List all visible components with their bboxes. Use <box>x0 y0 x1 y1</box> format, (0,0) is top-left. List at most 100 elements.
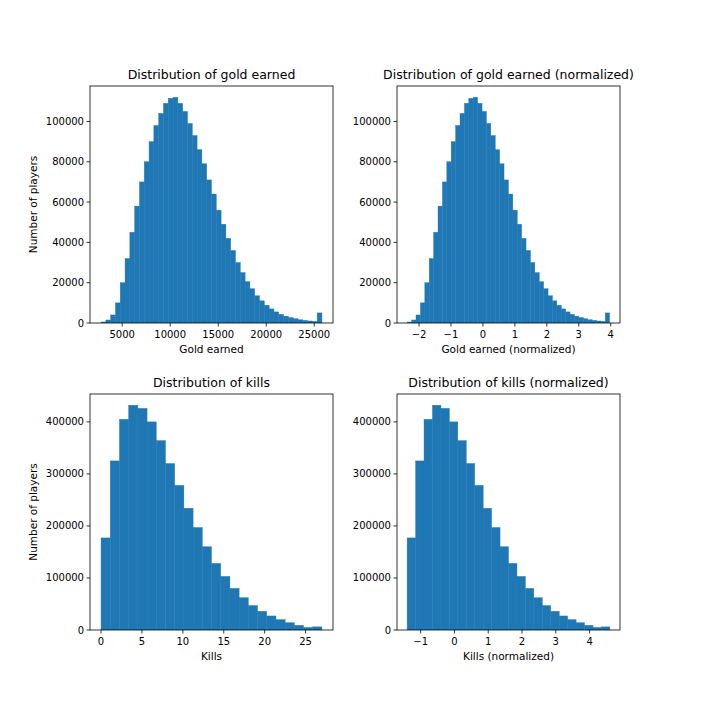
histogram-bar <box>264 305 269 323</box>
histogram-bar <box>517 576 525 630</box>
y-tick-label: 60000 <box>359 197 391 208</box>
histogram-bar <box>542 606 550 630</box>
y-tick <box>87 473 91 474</box>
histogram-bar <box>469 98 473 323</box>
histogram-bar <box>183 111 188 323</box>
histogram-bar <box>313 627 322 630</box>
x-tick-label: 0 <box>451 636 457 647</box>
x-axis-label: Gold earned <box>179 343 243 355</box>
y-tick <box>87 525 91 526</box>
histogram-bar <box>163 103 168 323</box>
y-tick-label: 100000 <box>353 116 391 127</box>
histogram-bar <box>416 315 420 323</box>
histogram-bar <box>544 289 548 323</box>
histogram-bar <box>500 547 508 630</box>
histogram-bar <box>539 282 543 323</box>
x-tick <box>522 630 523 634</box>
y-tick <box>394 525 398 526</box>
y-tick-label: 300000 <box>353 468 391 479</box>
histogram-bar <box>293 319 298 323</box>
x-tick <box>101 630 102 634</box>
histogram-bar <box>576 623 584 630</box>
y-tick-label: 100000 <box>353 572 391 583</box>
x-tick-label: 4 <box>608 329 614 340</box>
histogram-bar <box>139 182 144 323</box>
histogram-bar <box>495 150 499 323</box>
x-tick-label: −1 <box>444 329 459 340</box>
x-tick-label: −1 <box>413 636 428 647</box>
axes-frame <box>90 394 333 630</box>
histogram-bar <box>248 606 257 630</box>
y-tick-label: 0 <box>78 318 84 329</box>
histogram-bar <box>508 194 512 323</box>
x-tick-label: 20 <box>258 636 271 647</box>
y-tick <box>87 161 91 162</box>
histogram-bar <box>285 623 294 630</box>
histogram-bar <box>135 206 140 323</box>
histogram-bar <box>144 162 149 323</box>
axes-frame <box>397 394 620 630</box>
histogram-bar <box>557 305 561 323</box>
histogram-bar <box>101 538 110 630</box>
histogram-bar <box>456 126 460 324</box>
histogram-bar <box>149 142 154 323</box>
histogram-bar <box>478 103 482 323</box>
histogram-bar <box>601 627 609 630</box>
y-axis-label: Number of players <box>27 463 39 560</box>
histogram-bar <box>138 408 147 630</box>
histogram-bar <box>212 563 221 630</box>
histogram-bar <box>486 123 490 323</box>
histogram-bar <box>517 224 521 323</box>
histogram-bar <box>106 320 111 323</box>
y-tick-label: 400000 <box>46 416 84 427</box>
histogram-bar <box>466 464 474 630</box>
histogram-bar <box>231 250 236 323</box>
histogram-bar <box>274 312 279 323</box>
subplot-title: Distribution of kills <box>153 375 270 390</box>
histogram-bar <box>216 210 221 323</box>
x-tick <box>610 323 611 327</box>
y-tick <box>87 202 91 203</box>
histogram-bar <box>192 136 197 323</box>
y-tick <box>394 242 398 243</box>
histogram-bar <box>429 259 433 323</box>
histogram-bar <box>187 123 192 323</box>
x-tick-label: 4 <box>586 636 592 647</box>
x-tick <box>305 630 306 634</box>
y-tick <box>87 282 91 283</box>
x-tick <box>420 630 421 634</box>
histogram-bar <box>178 103 183 323</box>
subplot: −1012340100000200000300000400000Distribu… <box>353 375 620 662</box>
y-tick-label: 300000 <box>46 468 84 479</box>
x-tick-label: 5000 <box>109 329 134 340</box>
histogram-bar <box>420 303 424 323</box>
histogram-bar <box>115 303 120 323</box>
histogram-bar <box>432 405 440 630</box>
x-tick <box>546 323 547 327</box>
x-tick-label: 0 <box>480 329 486 340</box>
x-tick <box>454 630 455 634</box>
histogram-bar <box>298 320 303 323</box>
histogram-bar <box>568 620 576 630</box>
histogram-bar <box>522 238 526 323</box>
y-tick <box>394 473 398 474</box>
histogram-bar <box>197 150 202 323</box>
bars <box>407 405 610 630</box>
y-tick-label: 200000 <box>46 520 84 531</box>
histogram-bar <box>147 422 156 630</box>
histogram-bar <box>585 625 593 630</box>
x-tick-label: 5 <box>139 636 145 647</box>
histogram-bar <box>154 126 159 324</box>
histogram-bar <box>258 611 267 630</box>
x-tick <box>141 630 142 634</box>
x-tick <box>218 323 219 327</box>
x-tick-label: 10000 <box>154 329 186 340</box>
x-tick <box>514 323 515 327</box>
histogram-bar <box>473 97 477 323</box>
y-tick <box>394 161 398 162</box>
histogram-bar <box>579 318 583 323</box>
y-tick <box>394 121 398 122</box>
x-tick <box>122 323 123 327</box>
histogram-bar <box>129 405 138 630</box>
x-axis-label: Gold earned (normalized) <box>441 343 575 355</box>
